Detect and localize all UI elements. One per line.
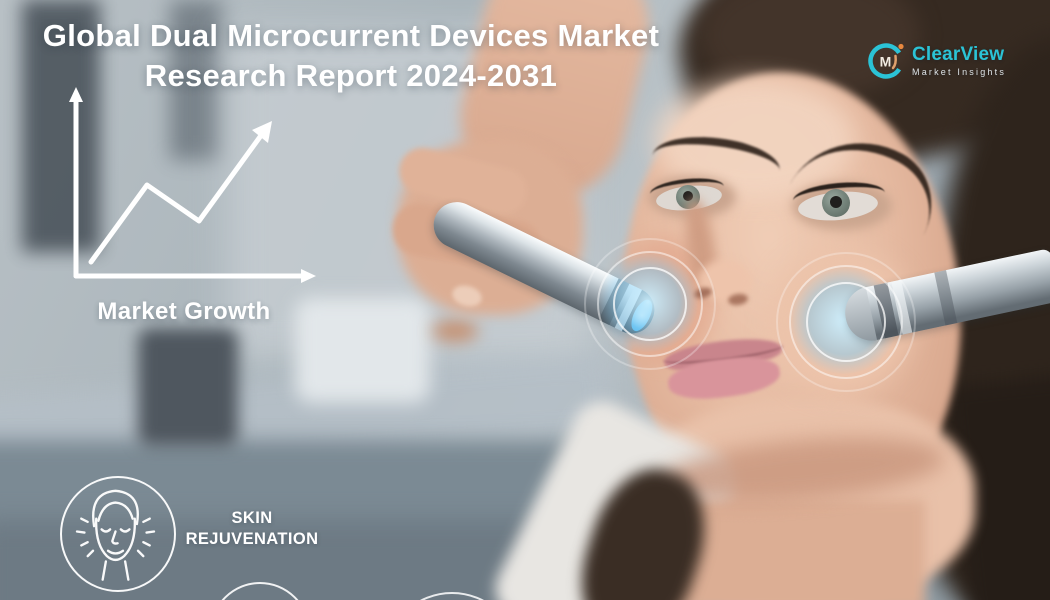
icon-lips	[106, 549, 125, 555]
title-line-1: Global Dual Microcurrent Devices Market	[42, 18, 660, 53]
badge-label-line-1: SKIN	[231, 509, 273, 527]
badge-label-line-2: REJUVENATION	[185, 530, 319, 548]
pupil	[683, 191, 693, 201]
glow-ring	[584, 238, 716, 370]
mirror-edge-shape	[170, 0, 222, 160]
icon-eye	[119, 528, 131, 533]
icon-rays-right	[136, 517, 156, 558]
orange-dot	[898, 43, 904, 50]
icon-nose	[111, 530, 119, 545]
glow-ring	[776, 252, 916, 392]
zigzag-arrowhead	[252, 121, 272, 143]
window-frame-shape	[22, 0, 100, 252]
skin-rejuvenation-badge	[60, 476, 176, 592]
tan-arc	[891, 54, 897, 70]
icon-eye	[100, 528, 112, 533]
icon-hairline	[97, 501, 134, 522]
radiant-face-icon	[75, 489, 156, 581]
cup-shape	[138, 328, 238, 446]
pupil	[830, 196, 842, 208]
logo-tagline: Market Insights	[912, 66, 1007, 77]
icon-rays-left	[75, 517, 95, 558]
chart-label: Market Growth	[97, 298, 271, 325]
logo-monogram: M	[880, 54, 892, 70]
icon-neck	[101, 560, 130, 581]
clearview-logo: M ClearView Market Insights	[866, 40, 1006, 80]
title-line-2: Research Report 2024-2031	[144, 58, 558, 93]
growth-arrow-chart	[69, 87, 316, 283]
badge-label: SKIN REJUVENATION	[172, 508, 332, 550]
x-axis-arrowhead	[301, 269, 316, 283]
orange-blur-shape	[432, 320, 478, 342]
page-title: Global Dual Microcurrent Devices Market …	[15, 16, 687, 96]
icon-hair	[92, 489, 139, 528]
clearview-logo-icon: M	[868, 43, 904, 79]
icon-face-outline	[94, 517, 137, 562]
growth-zigzag-line	[88, 127, 268, 265]
y-axis-arrowhead	[69, 87, 83, 102]
logo-name: ClearView	[912, 43, 1005, 65]
logo-text-block: ClearView Market Insights	[912, 44, 1006, 77]
dispenser-shape	[295, 298, 430, 403]
wand-ring	[934, 270, 958, 326]
